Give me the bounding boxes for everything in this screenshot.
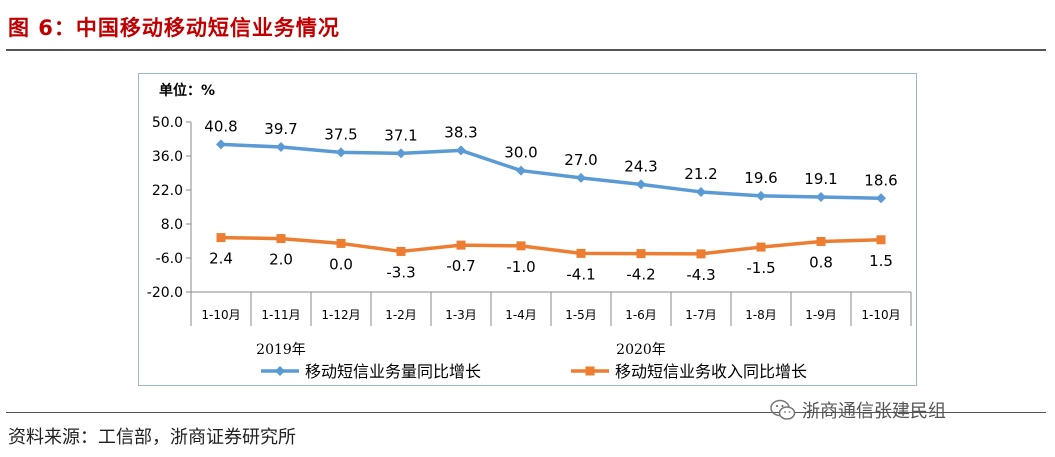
data-point-marker (396, 246, 406, 256)
x-tick-label: 1-7月 (685, 308, 717, 322)
data-point-marker (816, 192, 826, 203)
data-point-marker (816, 236, 826, 246)
data-point-marker (336, 147, 346, 158)
x-tick-label: 1-10月 (861, 308, 900, 322)
data-label: 39.7 (264, 120, 297, 138)
data-point-marker (756, 190, 766, 201)
data-point-marker (216, 233, 226, 243)
legend-label: 移动短信业务量同比增长 (305, 362, 481, 381)
data-label: 27.0 (564, 151, 597, 169)
data-label: -1.5 (746, 259, 775, 277)
source-note: 资料来源：工信部，浙商证券研究所 (8, 427, 296, 448)
x-tick-label: 1-6月 (625, 308, 657, 322)
data-point-marker (576, 248, 586, 258)
y-tick-label: 22.0 (152, 183, 183, 199)
data-point-marker (696, 186, 706, 197)
data-label: 1.5 (869, 252, 893, 270)
top-divider (6, 49, 1046, 51)
data-point-marker (636, 179, 646, 190)
data-point-marker (756, 242, 766, 252)
y-tick-label: 8.0 (161, 217, 183, 233)
data-point-marker (456, 240, 466, 250)
data-label: 0.8 (809, 253, 833, 271)
data-point-marker (276, 142, 286, 153)
wechat-icon (770, 399, 796, 420)
data-label: -1.0 (506, 258, 535, 276)
data-label: 2.4 (209, 250, 233, 268)
data-point-marker (396, 148, 406, 159)
legend-swatch-marker (585, 366, 595, 376)
data-point-marker (336, 238, 346, 248)
data-point-marker (516, 241, 526, 251)
data-point-marker (696, 249, 706, 259)
year-group-label: 2019年 (256, 342, 306, 358)
unit-label: 单位：% (159, 82, 215, 99)
figure-title: 图 6：中国移动移动短信业务情况 (8, 16, 340, 40)
data-label: 0.0 (329, 255, 353, 273)
data-label: 18.6 (864, 171, 897, 189)
y-tick-label: -20.0 (147, 285, 183, 301)
y-tick-label: 50.0 (152, 115, 183, 131)
x-tick-label: 1-11月 (261, 308, 300, 322)
data-point-marker (876, 193, 886, 204)
x-tick-label: 1-10月 (201, 308, 240, 322)
data-point-marker (576, 172, 586, 183)
year-group-label: 2020年 (616, 342, 666, 358)
legend-swatch-marker (275, 366, 285, 376)
data-label: 37.1 (384, 126, 417, 144)
series-line (220, 235, 882, 256)
x-tick-label: 1-4月 (505, 308, 537, 322)
chart-frame: 单位：% 50.0 36.0 22.0 8.0 -6.0 -20.0 1-10月 1-11月 1-… (138, 73, 917, 386)
data-label: 37.5 (324, 125, 357, 143)
series-line (220, 142, 882, 201)
data-label: 40.8 (204, 117, 237, 135)
x-tick-label: 1-8月 (745, 308, 777, 322)
y-tick-label: 36.0 (152, 149, 183, 165)
watermark: 浙商通信张建民组 (770, 396, 946, 424)
bottom-divider (6, 412, 1046, 413)
data-label: 2.0 (269, 251, 293, 269)
data-label: -4.3 (686, 266, 715, 284)
data-point-marker (636, 249, 646, 259)
data-label: -4.1 (566, 265, 595, 283)
data-label: 19.1 (804, 170, 837, 188)
watermark-text: 浙商通信张建民组 (802, 401, 946, 422)
data-point-marker (516, 165, 526, 176)
x-tick-label: 1-2月 (385, 308, 417, 322)
data-label: -4.2 (626, 266, 655, 284)
x-tick-label: 1-12月 (321, 308, 360, 322)
x-tick-label: 1-9月 (805, 308, 837, 322)
legend-label: 移动短信业务收入同比增长 (615, 362, 807, 381)
data-label: -3.3 (386, 263, 415, 281)
data-label: -0.7 (446, 257, 475, 275)
data-label: 19.6 (744, 169, 777, 187)
chart: 单位：% 50.0 36.0 22.0 8.0 -6.0 -20.0 1-10月 1-11月 1-… (147, 82, 912, 381)
x-tick-label: 1-3月 (445, 308, 477, 322)
data-label: 38.3 (444, 123, 477, 141)
data-point-marker (276, 234, 286, 244)
x-tick-label: 1-5月 (565, 308, 597, 322)
data-point-marker (456, 145, 466, 156)
data-point-marker (216, 139, 226, 150)
data-label: 21.2 (684, 165, 717, 183)
data-label: 30.0 (504, 144, 537, 162)
data-point-marker (876, 235, 886, 245)
y-tick-label: -6.0 (156, 251, 183, 267)
data-label: 24.3 (624, 157, 657, 175)
